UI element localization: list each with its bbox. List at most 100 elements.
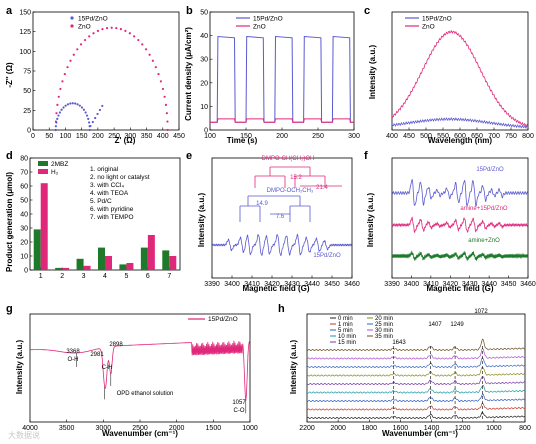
peak-mode-oh: O-H — [68, 357, 79, 363]
pd-zno-pl-trace — [391, 117, 529, 130]
panel-h-xtick-label: 1600 — [393, 425, 409, 432]
radical-label-1: DMPO-CH(CH₃)OH — [262, 156, 315, 162]
panel-a-xtick-label: 250 — [108, 133, 120, 140]
panel-d-category-label: 2 — [60, 273, 64, 280]
time-trace-8 — [306, 338, 526, 352]
panel-b-xtick-label: 250 — [312, 133, 324, 140]
zno-point — [137, 38, 140, 42]
panel-d-ytick-label: 70 — [20, 170, 28, 177]
panel-b-ylabel: Current density (μA/cm²) — [184, 27, 193, 121]
panel-d-ytick-label: 60 — [20, 184, 28, 191]
splitting-value-4: 7.6 — [276, 214, 285, 220]
peak-mode-ch: C-H — [102, 365, 113, 371]
zno-point — [57, 95, 60, 98]
bar-h2 — [40, 183, 48, 270]
panel-g-xtick-label: 2500 — [132, 425, 148, 432]
zno-point — [83, 38, 87, 42]
pd-zno-point — [62, 106, 65, 109]
zno-point — [105, 26, 109, 30]
pd-zno-point — [91, 120, 94, 124]
zno-point — [144, 48, 148, 51]
bar-2mbz — [55, 267, 63, 270]
data-layer — [30, 26, 529, 420]
zno-point — [148, 53, 151, 56]
zno-point — [161, 87, 165, 91]
panel-d-ytick-label: 80 — [20, 156, 28, 163]
panel-a-xtick-label: 150 — [76, 133, 88, 140]
panel-e-frame — [211, 157, 353, 279]
zno-point — [159, 80, 162, 83]
panel-a-xtick-label: 200 — [92, 133, 104, 140]
pd-zno-point — [78, 104, 81, 107]
time-trace-2 — [307, 393, 526, 403]
panel-e-xtick-label: 3400 — [224, 281, 240, 288]
pd-zno-point — [55, 121, 58, 124]
zno-point — [96, 29, 100, 32]
panel-b-xlabel: Time (s) — [227, 136, 258, 145]
peak-label-1407: 1407 — [428, 322, 442, 328]
bar-h2 — [126, 263, 134, 270]
panel-h-xtick-label: 1200 — [455, 425, 471, 432]
pd-zno-epr-trace — [391, 178, 529, 207]
panel-a-ytick-label: 125 — [19, 29, 31, 36]
panel-f-xtick-label: 3390 — [384, 281, 400, 288]
panel-a-frame — [32, 11, 180, 131]
peak-label-3368: 3368 — [66, 349, 80, 355]
panel-f-xtick-label: 3430 — [462, 281, 478, 288]
panel-b-xtick-label: 150 — [240, 133, 252, 140]
zno-point — [88, 35, 91, 38]
panel-e-xtick-label: 3410 — [244, 281, 260, 288]
zno-pl-trace — [391, 29, 529, 128]
panel-g-xtick-label: 3500 — [59, 425, 75, 432]
pd-zno-point — [66, 103, 70, 106]
pd-zno-point — [58, 111, 61, 114]
peak-label-2981: 2981 — [90, 352, 104, 358]
time-trace-5 — [307, 367, 525, 377]
panel-e-xtick-label: 3460 — [344, 281, 360, 288]
panel-d-ytick-label: 40 — [20, 212, 28, 219]
panel-f-frame — [391, 157, 529, 279]
panel-d-ytick-label: 30 — [20, 226, 28, 233]
pd-zno-point — [85, 114, 89, 117]
panel-b-ytick-label: 30 — [200, 57, 208, 64]
panel-a-xtick-label: 50 — [45, 133, 53, 140]
panel-c-xtick-label: 800 — [522, 133, 534, 140]
zno-point — [72, 53, 75, 56]
panel-d-ytick-label: 50 — [20, 198, 28, 205]
zno-point — [165, 112, 168, 115]
panel-h-xtick-label: 2200 — [299, 425, 315, 432]
pd-zno-point — [64, 104, 67, 107]
panel-b-ytick-label: 0 — [204, 128, 208, 135]
pd-zno-point — [98, 108, 102, 112]
panel-d-ytick-label: 20 — [20, 240, 28, 247]
panel-h-xtick-label: 1400 — [424, 425, 440, 432]
legend-g-item: 15Pd/ZnO — [208, 316, 238, 323]
panel-a-xtick-label: 100 — [60, 133, 72, 140]
panel-f-xtick-label: 3440 — [481, 281, 497, 288]
condition-3: 3. with CCl₄ — [90, 182, 124, 189]
panel-b-label: b — [186, 5, 193, 17]
zno-point — [166, 128, 169, 132]
bar-h2 — [62, 267, 70, 270]
panel-g-label: g — [6, 303, 13, 315]
pd-zno-point — [96, 112, 99, 116]
legend-c-item-1: 15Pd/ZnO — [422, 16, 452, 23]
zno-point — [92, 32, 95, 35]
peak-label-1072: 1072 — [474, 309, 488, 315]
zno-point — [56, 103, 59, 106]
condition-1: 1. original — [90, 166, 119, 173]
panel-d-category-label: 7 — [167, 273, 171, 280]
panel-f-xlabel: Magnetic field (G) — [426, 284, 493, 293]
panel-h-xtick-label: 2000 — [330, 425, 346, 432]
pd-zno-point — [87, 121, 91, 124]
panel-c-xtick-label: 600 — [454, 133, 466, 140]
panel-e-xtick-label: 3420 — [264, 281, 280, 288]
trace-label-2: amine+15Pd/ZnO — [460, 206, 508, 212]
panel-a-xtick-label: 300 — [124, 133, 136, 140]
bar-2mbz — [76, 258, 84, 270]
panel-h-ylabel: Intensity (a.u.) — [289, 340, 298, 395]
panel-f-xtick-label: 3450 — [501, 281, 517, 288]
radical-label-2: DMPO-OCH₂CH₃ — [267, 188, 314, 194]
panel-f-label: f — [364, 150, 368, 162]
